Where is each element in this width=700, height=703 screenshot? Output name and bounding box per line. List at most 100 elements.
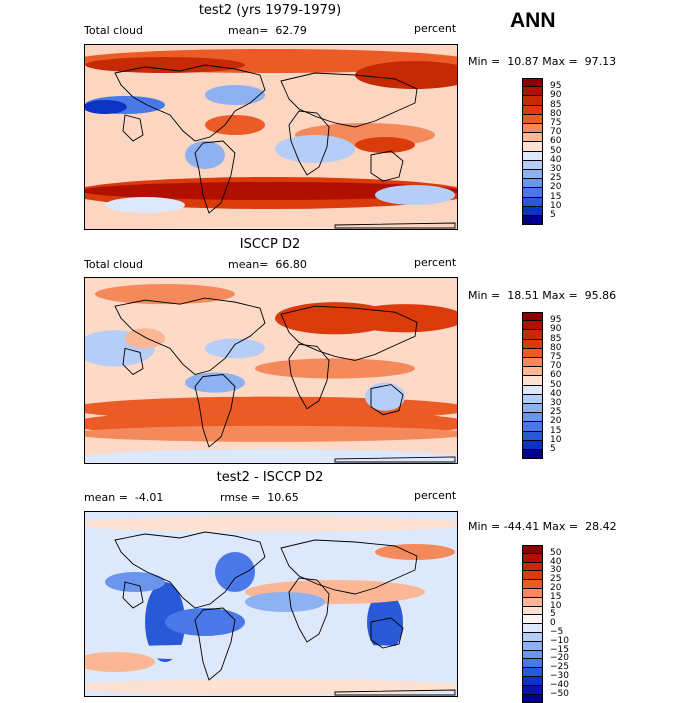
colorbar-swatch	[522, 197, 543, 207]
panel2-mean-label: mean= 66.80	[228, 258, 307, 271]
colorbar-swatch	[522, 641, 543, 651]
coastline	[114, 531, 266, 609]
colorbar-tick-label: 10	[550, 434, 562, 445]
field-contour-region	[85, 57, 245, 73]
colorbar-tick-label: −50	[550, 688, 569, 699]
colorbar-tick-label: 15	[550, 591, 562, 602]
colorbar-tick-label: 0	[550, 618, 556, 629]
panel2-title: ISCCP D2	[239, 237, 301, 252]
colorbar-swatch	[522, 659, 543, 669]
field-contour-region	[105, 572, 165, 592]
field-contour-region	[245, 592, 325, 612]
colorbar-swatch	[522, 404, 543, 414]
coastline	[122, 581, 144, 609]
colorbar-swatch	[522, 330, 543, 340]
coastline	[194, 374, 236, 448]
panel2-map	[84, 277, 458, 464]
colorbar-swatch	[522, 339, 543, 349]
colorbar-tick-label: 40	[550, 154, 562, 165]
field-contour-region	[85, 100, 127, 114]
map-field-svg	[85, 45, 457, 229]
colorbar-frame	[522, 545, 543, 703]
colorbar-swatch	[522, 413, 543, 423]
colorbar-swatch	[522, 142, 543, 152]
field-contour-region	[375, 185, 455, 205]
colorbar-tick-label: 90	[550, 90, 562, 101]
colorbar-swatch	[522, 385, 543, 395]
coastline	[334, 222, 456, 229]
coastline	[334, 689, 456, 696]
panel2-minmax: Min = 18.51 Max = 95.86	[468, 289, 617, 302]
colorbar-swatch	[522, 96, 543, 106]
colorbar-swatch	[522, 114, 543, 124]
colorbar-tick-label: 95	[550, 81, 562, 92]
colorbar-swatch	[522, 105, 543, 115]
panel2-units-label: percent	[414, 256, 457, 269]
coastline	[288, 577, 330, 643]
coastline	[114, 64, 266, 142]
colorbar-tick-label: 60	[550, 136, 562, 147]
field-contour-region	[205, 85, 265, 105]
colorbar-swatch	[522, 615, 543, 625]
season-label: ANN	[510, 9, 556, 32]
colorbar-swatch	[522, 624, 543, 633]
colorbar-swatch	[522, 431, 543, 441]
colorbar-swatch	[522, 358, 543, 368]
field-contour-region	[275, 135, 355, 163]
field-contour-region	[85, 516, 457, 532]
colorbar-tick-label: 80	[550, 108, 562, 119]
field-contour-region	[345, 304, 457, 333]
field-contour-region	[165, 608, 245, 636]
field-contour-region	[185, 141, 225, 169]
coastline	[288, 343, 330, 410]
colorbar-swatch	[522, 78, 543, 88]
panel3-map	[84, 511, 458, 697]
colorbar-tick-label: 5	[550, 609, 556, 620]
coastline	[122, 347, 144, 376]
colorbar-swatch	[522, 677, 543, 686]
map-field-svg	[85, 512, 457, 696]
colorbar-frame	[522, 312, 543, 460]
field-contour-region	[355, 137, 415, 153]
coastline	[114, 297, 266, 376]
colorbar-swatch	[522, 188, 543, 198]
coastline	[370, 150, 404, 182]
field-contour-region	[365, 382, 405, 411]
colorbar-swatch	[522, 650, 543, 660]
field-contour-region	[367, 592, 403, 652]
colorbar-tick-label: −10	[550, 635, 569, 646]
colorbar-tick-label: 30	[550, 398, 562, 408]
colorbar-tick-label: 20	[550, 583, 562, 593]
field-contour-region	[85, 425, 457, 442]
panel3-title: test2 - ISCCP D2	[216, 470, 324, 485]
colorbar-swatch	[522, 562, 543, 572]
coastline	[194, 607, 236, 681]
field-contour-region	[85, 448, 457, 463]
colorbar-swatch	[522, 606, 543, 616]
colorbar-swatch	[522, 394, 543, 404]
colorbar-swatch	[522, 597, 543, 607]
field-contour-region	[375, 544, 455, 560]
colorbar-tick-label: 85	[550, 99, 562, 110]
coastline	[280, 72, 418, 128]
colorbar-tick-label: 50	[550, 145, 562, 156]
colorbar-tick-label: 20	[550, 182, 562, 193]
colorbar-tick-label: 50	[550, 379, 562, 390]
colorbar-tick-label: −5	[550, 627, 564, 637]
field-contour-region	[215, 552, 255, 592]
panel2-variable-label: Total cloud	[84, 258, 143, 271]
coastline	[122, 114, 144, 142]
colorbar-swatch	[522, 206, 543, 216]
colorbar-tick-label: 25	[550, 173, 562, 184]
map-field-svg	[85, 278, 457, 463]
field-contour-region	[95, 284, 235, 305]
colorbar-swatch	[522, 422, 543, 432]
panel3-mean-label: mean = -4.01	[84, 491, 164, 504]
colorbar-swatch	[522, 160, 543, 170]
colorbar-tick-label: 30	[550, 164, 562, 174]
colorbar-tick-label: 75	[550, 352, 562, 362]
colorbar-tick-label: −15	[550, 644, 569, 655]
colorbar-tick-label: 20	[550, 416, 562, 427]
panel3-units-label: percent	[414, 489, 457, 502]
colorbar-frame	[522, 78, 543, 226]
